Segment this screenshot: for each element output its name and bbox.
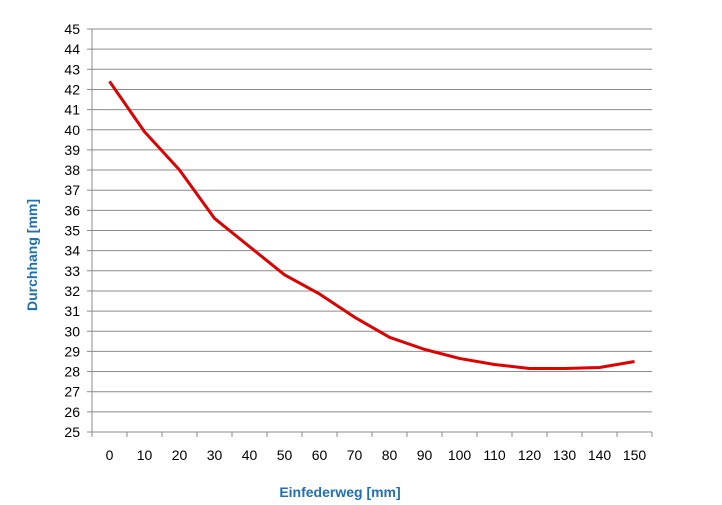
y-tick-label: 45 (64, 21, 80, 37)
y-tick-label: 34 (64, 243, 80, 259)
x-tick-label: 50 (277, 447, 293, 463)
y-tick-label: 40 (64, 122, 80, 138)
y-tick-label: 30 (64, 323, 80, 339)
axes (87, 29, 652, 437)
x-tick-label: 90 (417, 447, 433, 463)
y-tick-label: 39 (64, 142, 80, 158)
y-tick-label: 32 (64, 283, 80, 299)
y-tick-label: 29 (64, 343, 80, 359)
x-tick-label: 60 (312, 447, 328, 463)
y-tick-label: 44 (64, 41, 80, 57)
gridlines (92, 29, 652, 412)
x-tick-label: 120 (518, 447, 542, 463)
series-line (110, 81, 635, 368)
y-tick-label: 28 (64, 364, 80, 380)
y-tick-label: 33 (64, 263, 80, 279)
series (109, 81, 634, 368)
y-tick-label: 35 (64, 223, 80, 239)
x-tick-label: 140 (588, 447, 612, 463)
x-tick-label: 40 (242, 447, 258, 463)
x-tick-label: 30 (207, 447, 223, 463)
x-tick-label: 0 (106, 447, 114, 463)
y-tick-label: 25 (64, 424, 80, 440)
y-tick-label: 41 (64, 102, 80, 118)
y-axis-label: Durchhang [mm] (24, 199, 40, 311)
x-tick-label: 20 (172, 447, 188, 463)
y-tick-label: 27 (64, 384, 80, 400)
y-tick-label: 26 (64, 404, 80, 420)
x-tick-labels: 0 10 20 30 40 50 60 70 80 90 100 110 120 130 140 150 (106, 447, 647, 463)
x-tick-label: 100 (448, 447, 472, 463)
y-tick-label: 36 (64, 202, 80, 218)
y-tick-label: 38 (64, 162, 80, 178)
y-tick-labels: 25 26 27 28 29 30 31 32 33 34 35 36 37 38 39 40 41 42 43 44… (64, 21, 80, 440)
x-tick-label: 80 (382, 447, 398, 463)
y-tick-label: 37 (64, 182, 80, 198)
x-tick-label: 10 (137, 447, 153, 463)
x-tick-label: 130 (553, 447, 577, 463)
y-tick-label: 31 (64, 303, 80, 319)
x-tick-label: 70 (347, 447, 363, 463)
x-axis-label: Einfederweg [mm] (279, 484, 400, 500)
y-tick-label: 42 (64, 81, 80, 97)
x-tick-label: 110 (483, 447, 506, 463)
y-tick-label: 43 (64, 61, 80, 77)
x-tick-label: 150 (623, 447, 647, 463)
